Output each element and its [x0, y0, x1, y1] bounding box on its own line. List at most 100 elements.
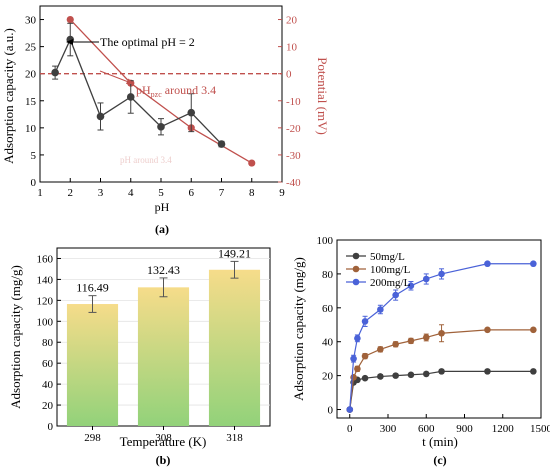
zeta-point-0: [66, 15, 74, 24]
adsorption-point-3: [126, 93, 135, 101]
pzc-text: pHpzc around 3.4: [136, 83, 216, 99]
zeta-point-3: [248, 159, 256, 167]
a-y2tick-label-2: -20: [286, 123, 301, 135]
c-ytick-label-2: 40: [322, 337, 334, 349]
pzc-arrow: [99, 70, 132, 84]
panel-c: 0 20 40 60 80 100 0 300 600 900 1200 1500 50mg/L10…: [291, 235, 550, 467]
pzc-arrowhead: [126, 78, 134, 84]
a-ytick-label-0: 0: [31, 177, 37, 189]
bar-value-label-2: 149.21: [218, 246, 251, 260]
pzc-text-sub: pzc: [151, 90, 163, 99]
pzc-ghost-ph: pH: [120, 155, 132, 165]
panel-c-ylabel: Adsorption capacity (mg/g): [291, 257, 306, 401]
pzc-annotation: pHpzc around 3.4 pH around 3.4: [99, 70, 216, 165]
a-xtick-label-4: 5: [158, 187, 164, 199]
a-y2tick-label-3: -10: [286, 96, 301, 108]
c-point-2-10: [530, 260, 537, 268]
a-xtick-label-7: 8: [249, 187, 255, 199]
panel-c-xlabel: t (min): [422, 434, 458, 449]
b-ytick-label-8: 160: [37, 253, 54, 265]
a-ytick-label-1: 5: [31, 150, 37, 162]
legend-marker-2: [352, 278, 360, 286]
c-point-0-10: [530, 368, 537, 375]
c-xtick-label-0: 0: [347, 423, 353, 435]
c-point-0-8: [438, 368, 445, 375]
b-ytick-label-0: 0: [48, 421, 54, 433]
c-xtick-label-5: 1500: [530, 423, 550, 435]
c-point-1-4: [377, 346, 384, 353]
b-ytick-label-6: 120: [37, 295, 54, 307]
panel-c-series: [346, 260, 537, 413]
b-ytick-label-3: 60: [42, 358, 54, 370]
panel-b-bars: 116.49 298 132.43 308 149.21 318: [66, 246, 261, 444]
c-point-0-7: [422, 370, 430, 378]
a-ytick-label-6: 30: [25, 15, 37, 27]
b-ytick-label-5: 100: [37, 316, 54, 328]
panel-a-label: (a): [155, 222, 169, 236]
panel-b-ylabel: Adsorption capacity (mg/g): [8, 265, 23, 409]
b-ytick-label-4: 80: [42, 337, 54, 349]
c-point-1-9: [484, 326, 491, 334]
a-xtick-label-6: 7: [219, 187, 225, 199]
a-xtick-label-8: 9: [279, 187, 285, 199]
legend-label-1: 100mg/L: [370, 264, 411, 276]
panel-b-label: (b): [156, 453, 171, 467]
a-ytick-label-3: 15: [25, 96, 37, 108]
a-xtick-label-3: 4: [128, 187, 134, 199]
c-point-1-6: [407, 337, 415, 345]
c-point-2-8: [438, 270, 445, 278]
c-point-2-2: [354, 335, 361, 342]
c-point-0-3: [361, 374, 369, 382]
a-xtick-label-0: 1: [37, 187, 43, 199]
c-xtick-label-1: 300: [380, 423, 397, 435]
c-point-1-2: [354, 365, 361, 373]
c-point-1-10: [530, 326, 537, 334]
panel-c-x-ticks: 0 300 600 900 1200 1500: [347, 414, 550, 435]
c-point-2-7: [422, 275, 430, 283]
b-xtick-label-1: 308: [155, 432, 172, 444]
c-ytick-label-0: 0: [328, 405, 334, 417]
c-point-1-1: [350, 374, 357, 381]
a-y2tick-label-5: 10: [286, 42, 298, 54]
c-point-1-8: [438, 329, 445, 337]
b-ytick-label-2: 40: [42, 379, 54, 391]
b-ytick-label-7: 140: [37, 274, 54, 286]
c-point-0-5: [392, 372, 399, 379]
c-point-2-1: [350, 355, 357, 362]
panel-a: 0 5 10 15 20 25 30 -40 -30 -20 -10 0 10 20 1 2 3 4 5 6 7 8 9…: [1, 5, 330, 236]
a-xtick-label-5: 6: [189, 187, 195, 199]
c-point-2-5: [392, 291, 399, 299]
c-point-2-3: [361, 318, 369, 325]
panel-b-y-ticks: 0 20 40 60 80 100 120 140 160: [37, 253, 61, 433]
adsorption-point-5: [187, 108, 196, 117]
optimal-text: The optimal pH = 2: [100, 35, 195, 49]
bar-308: [137, 287, 190, 426]
c-point-2-0: [346, 406, 354, 413]
pzc-ghost-text: pH around 3.4: [120, 155, 172, 165]
adsorption-point-2: [96, 112, 105, 121]
c-point-2-4: [377, 306, 384, 313]
adsorption-point-0: [51, 68, 59, 77]
panel-b: 0 20 40 60 80 100 120 140 160 116.49 298 132.43 308…: [8, 246, 271, 467]
panel-a-ylabel: Adsorption capacity (a.u.): [1, 28, 16, 164]
b-ytick-label-1: 20: [42, 400, 54, 412]
c-point-1-5: [392, 340, 399, 348]
a-ytick-label-4: 20: [25, 69, 37, 81]
a-xtick-label-1: 2: [68, 187, 74, 199]
panel-c-frame: [336, 239, 542, 419]
panel-c-y-ticks: 0 20 40 60 80 100: [317, 235, 341, 417]
a-y2tick-label-6: 20: [286, 15, 298, 27]
c-point-2-9: [484, 260, 491, 268]
c-xtick-label-4: 1200: [492, 423, 515, 435]
c-xtick-label-2: 600: [418, 423, 435, 435]
c-ytick-label-4: 80: [322, 269, 334, 281]
optimal-arrowhead: [66, 39, 73, 45]
c-xtick-label-3: 900: [456, 423, 473, 435]
a-y2tick-label-1: -30: [286, 150, 301, 162]
c-ytick-label-3: 60: [322, 303, 334, 315]
panel-a-x-ticks: 1 2 3 4 5 6 7 8 9: [37, 178, 285, 199]
a-y2tick-label-0: -40: [286, 177, 301, 189]
a-y2tick-label-4: 0: [286, 69, 292, 81]
